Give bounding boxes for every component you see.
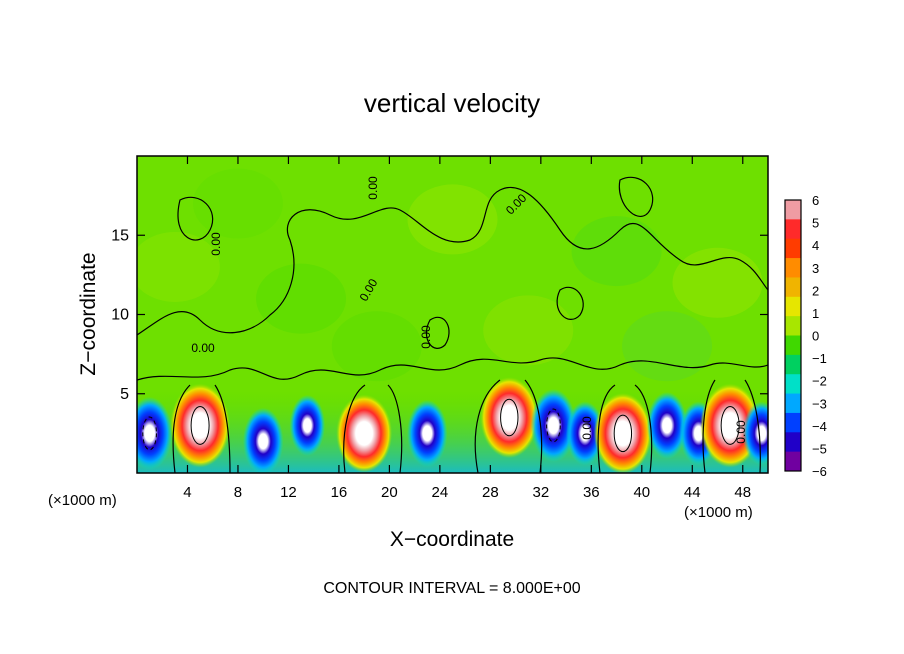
cell-contour [142,416,157,451]
zero-contour [597,384,616,473]
zero-contour [556,286,584,320]
background-patch [483,295,574,366]
downdraft-cell [407,399,448,467]
contour-label: 0.00 [419,325,433,349]
background-patch [192,168,283,239]
colorbar-segment [785,277,801,298]
updraft-cell [170,383,231,468]
x-tick-label: 44 [684,484,701,501]
updraft-cell [480,377,539,459]
contour-label: 0.00 [191,341,215,355]
cell-contour [613,414,633,453]
colorbar-segment [785,432,801,453]
colorbar-tick-label: 4 [812,238,819,253]
updraft-cell [336,394,393,473]
zero-contour [172,384,191,473]
colorbar-tick-label: −3 [812,396,827,411]
x-unit-right: (×1000 m) [684,504,753,521]
colorbar-tick-label: 3 [812,261,819,276]
zero-contour [634,384,653,473]
y-tick-label: 15 [111,227,129,244]
cell-contour [546,408,561,443]
colorbar-tick-label: −4 [812,419,827,434]
contour-label: 0.00 [734,420,748,444]
contour-label: 0.00 [580,416,594,440]
colorbar-tick-label: 2 [812,283,819,298]
background-patch [256,263,347,334]
colorbar-segment [785,451,801,472]
colorbar-tick-label: 0 [812,329,819,344]
zero-contour [702,379,716,473]
zero-contour [524,379,543,473]
contour-interval-footer: CONTOUR INTERVAL = 8.000E+00 [323,580,580,597]
plot-area [137,156,768,473]
contour-label: 0.00 [209,232,223,256]
colorbar-segment [785,296,801,317]
x-tick-label: 20 [381,484,398,501]
colorbar-segment [785,316,801,336]
x-tick-label: 4 [183,484,191,501]
updraft-cell [593,392,652,473]
colorbar: 6 5 4 3 2 1 0 −1 −2 −3 −4 −5 −6 [784,193,827,479]
background-patch [331,311,422,382]
zero-contour [177,196,214,241]
colorbar-segment [785,238,801,259]
colorbar-tick-label: −6 [812,464,827,479]
y-tick-label: 10 [111,307,129,324]
x-tick-label: 32 [532,484,549,501]
background-patch [622,311,713,382]
x-axis-label: X−coordinate [390,528,514,551]
x-tick-label: 16 [331,484,348,501]
background-patch [137,231,220,302]
colorbar-segment [785,335,801,356]
colorbar-segment [785,393,801,414]
colorbar-segment [785,354,801,375]
colorbar-tick-label: 6 [812,193,819,208]
background-patch [571,216,662,287]
y-tick-label: 5 [120,386,129,403]
downdraft-cell [242,407,284,473]
cell-contour [190,406,210,445]
colorbar-segment [785,374,801,395]
zero-contour [387,384,403,473]
colorbar-segment [785,258,801,278]
colorbar-tick-label: 1 [812,306,819,321]
x-tick-label: 8 [234,484,242,501]
zero-contour [214,384,231,473]
x-tick-label: 48 [734,484,751,501]
colorbar-segment [785,200,801,220]
colorbar-tick-label: 5 [812,216,819,231]
zero-contour [137,357,768,381]
downdraft-cell [742,401,768,466]
zero-contour [618,176,654,217]
colorbar-tick-label: −1 [812,351,827,366]
x-tick-label: 36 [583,484,600,501]
contour-label: 0.00 [366,176,380,200]
zero-contour [474,379,501,473]
downdraft-cell [137,396,173,470]
x-tick-label: 28 [482,484,499,501]
zero-contour [425,316,450,349]
colorbar-frame [784,199,802,472]
x-tick-label: 40 [633,484,650,501]
x-unit-left: (×1000 m) [48,492,117,509]
chart-title: vertical velocity [364,88,540,118]
colorbar-tick-label: −2 [812,374,827,389]
zero-contour [744,379,761,473]
downdraft-cell [646,391,688,459]
cell-contour [720,406,740,445]
cell-contour [500,398,519,437]
background-patch [672,247,763,318]
zero-contour [137,186,768,336]
y-axis-label: Z−coordinate [77,252,100,375]
x-tick-label: 12 [280,484,297,501]
colorbar-segment [785,412,801,433]
colorbar-segment [785,219,801,240]
downdraft-cell [566,401,605,466]
colorbar-tick-label: −5 [812,441,827,456]
downdraft-cell [289,394,326,456]
x-tick-label: 24 [432,484,449,501]
zero-contour [343,384,366,473]
